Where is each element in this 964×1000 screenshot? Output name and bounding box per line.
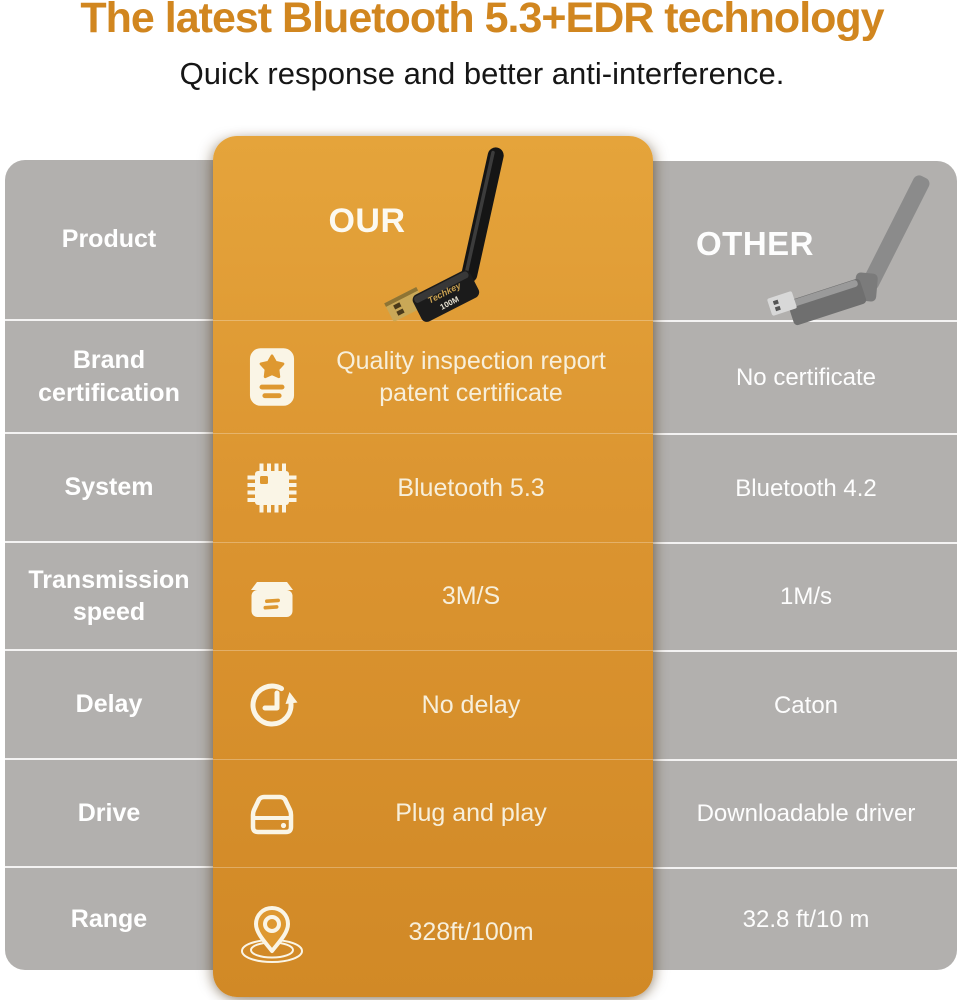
our-value-speed: 3M/S bbox=[441, 582, 501, 611]
archive-box-icon bbox=[251, 581, 293, 617]
table-row: Caton bbox=[614, 652, 957, 761]
table-row: System bbox=[5, 434, 350, 543]
table-row: Bluetooth 5.3 bbox=[213, 434, 653, 543]
location-pin-icon bbox=[241, 905, 303, 963]
table-row: Bluetooth 4.2 bbox=[614, 435, 957, 544]
table-row: Brand certification bbox=[5, 321, 350, 434]
our-value-system: Bluetooth 5.3 bbox=[397, 473, 545, 502]
row-label-brand-certification: Brand certification bbox=[38, 346, 180, 407]
table-row: 32.8 ft/10 m bbox=[614, 869, 957, 971]
row-label-range: Range bbox=[70, 904, 148, 933]
other-adapter-image bbox=[767, 175, 930, 326]
table-row: No certificate bbox=[614, 322, 957, 435]
row-label-delay: Delay bbox=[75, 690, 143, 719]
other-value-certification: No certificate bbox=[735, 363, 877, 391]
other-column: OTHER No certificate Bluetooth 4.2 1M/s bbox=[614, 161, 957, 970]
history-clock-icon bbox=[250, 683, 298, 727]
row-label-transmission-speed: Transmission speed bbox=[28, 565, 190, 627]
table-row: Drive bbox=[5, 760, 350, 868]
hard-drive-icon bbox=[250, 794, 294, 834]
table-row: Quality inspection report patent certifi… bbox=[213, 321, 653, 434]
chip-icon bbox=[247, 463, 297, 513]
other-value-delay: Caton bbox=[773, 691, 839, 719]
table-row: No delay bbox=[213, 651, 653, 760]
other-value-speed: 1M/s bbox=[779, 583, 832, 611]
other-value-range: 32.8 ft/10 m bbox=[742, 906, 870, 934]
other-header-row: OTHER bbox=[614, 161, 957, 326]
table-row: Transmission speed bbox=[5, 543, 350, 651]
table-row: Downloadable driver bbox=[614, 761, 957, 869]
row-label-drive: Drive bbox=[77, 798, 141, 827]
our-adapter-image: Techkey 100M bbox=[384, 147, 504, 322]
table-row: 3M/S bbox=[213, 543, 653, 651]
our-column-heading: OUR bbox=[328, 202, 406, 240]
our-column: OUR Techkey 100M bbox=[213, 136, 653, 997]
other-value-drive: Downloadable driver bbox=[696, 800, 916, 828]
other-column-heading: OTHER bbox=[696, 225, 814, 262]
page-title: The latest Bluetooth 5.3+EDR technology bbox=[80, 0, 884, 42]
row-label-system: System bbox=[64, 473, 154, 502]
our-header-row: OUR Techkey 100M bbox=[213, 136, 653, 322]
our-value-delay: No delay bbox=[421, 690, 521, 719]
our-value-range: 328ft/100m bbox=[408, 918, 534, 947]
table-row: Delay bbox=[5, 651, 350, 760]
our-value-certification: Quality inspection report patent certifi… bbox=[336, 346, 606, 408]
certificate-icon bbox=[249, 348, 295, 406]
table-row: 1M/s bbox=[614, 544, 957, 652]
table-row: Range bbox=[5, 868, 350, 970]
row-label-product: Product bbox=[61, 225, 157, 254]
table-row: Plug and play bbox=[213, 760, 653, 868]
page-subtitle: Quick response and better anti-interfere… bbox=[179, 56, 785, 91]
table-row: 328ft/100m bbox=[213, 868, 653, 997]
other-value-system: Bluetooth 4.2 bbox=[735, 474, 877, 502]
our-value-drive: Plug and play bbox=[395, 799, 547, 828]
table-row: Product bbox=[5, 160, 350, 321]
